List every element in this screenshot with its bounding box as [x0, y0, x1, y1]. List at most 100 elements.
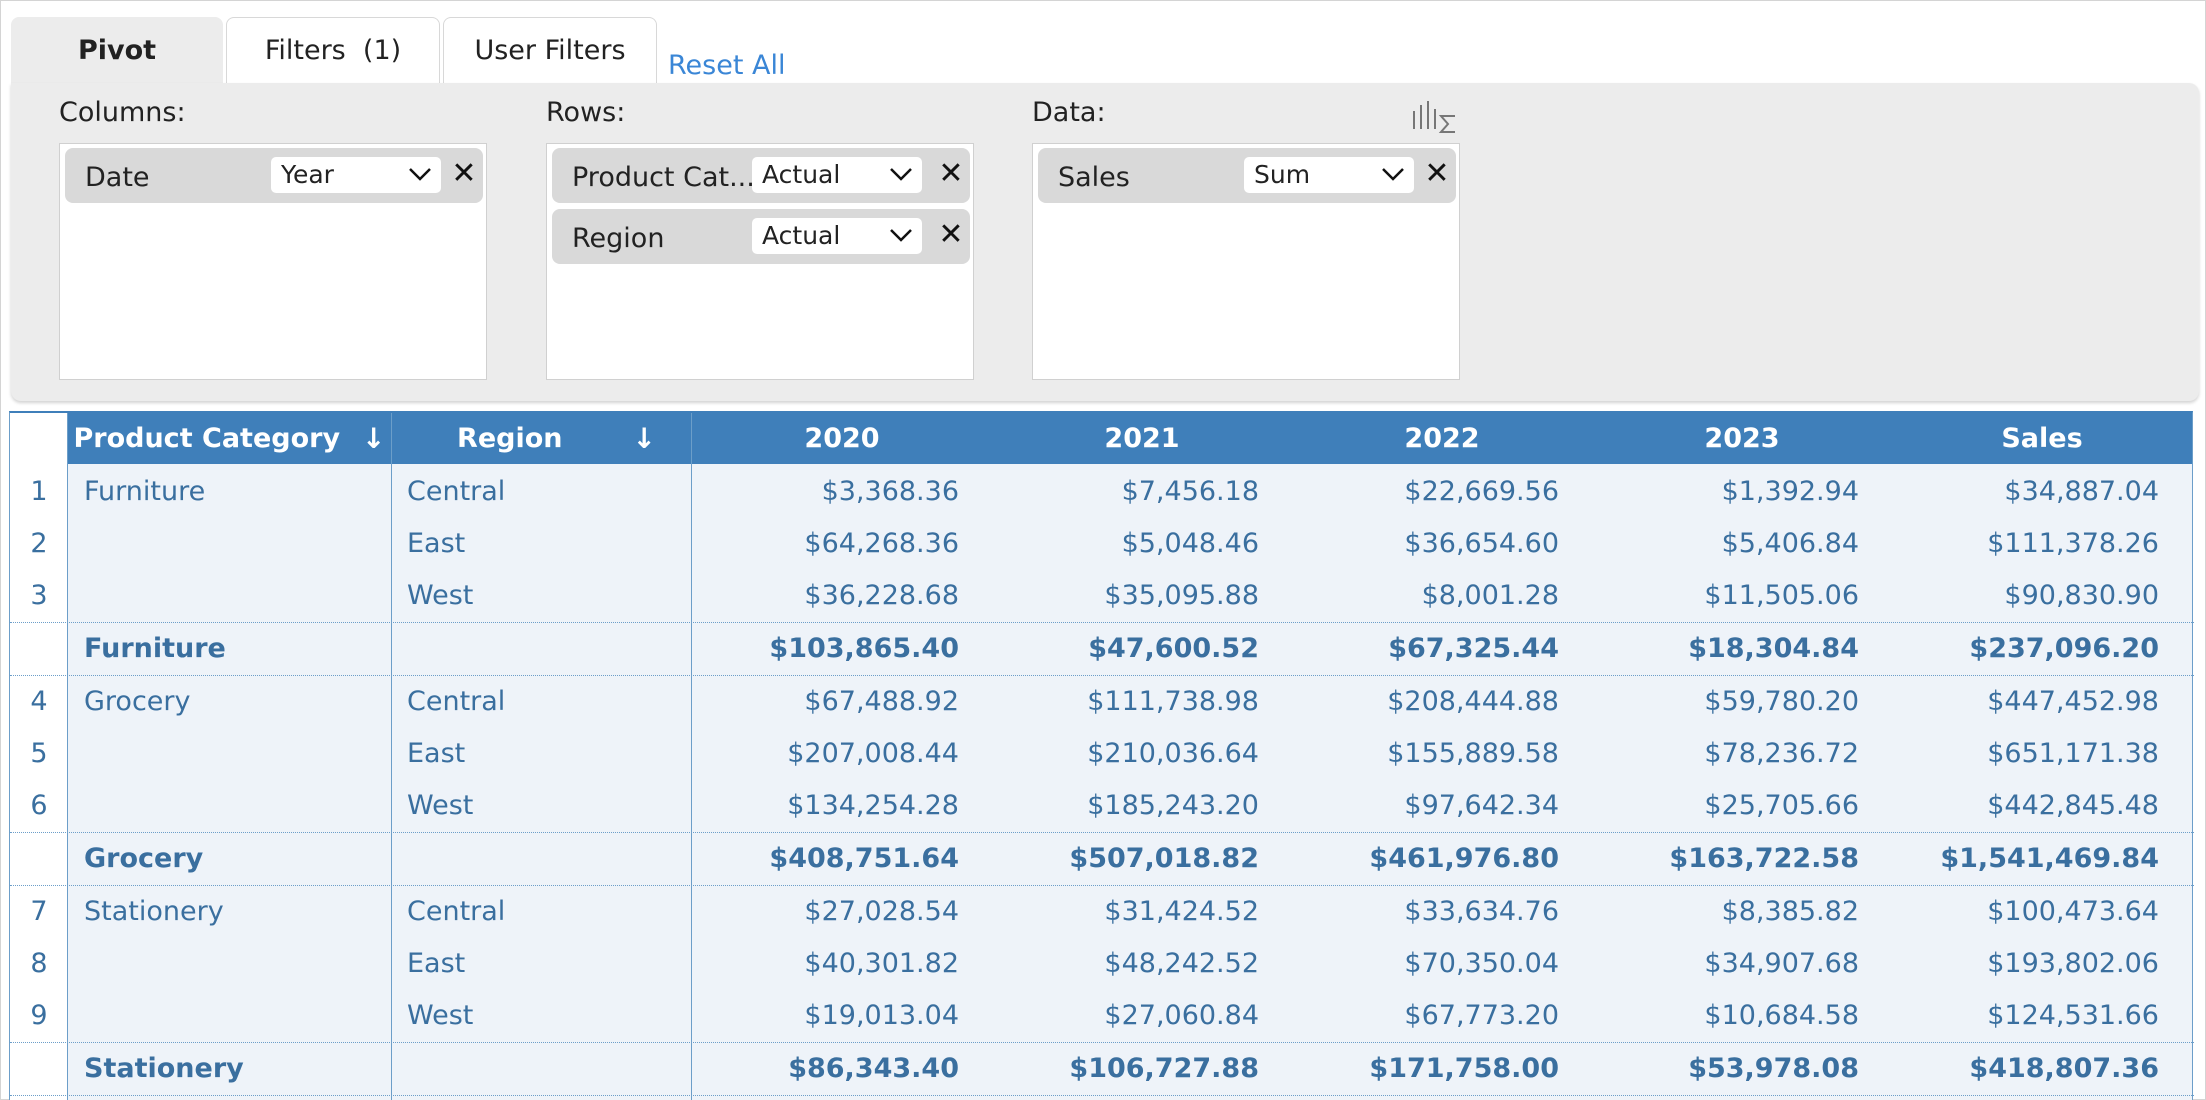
- table-row[interactable]: 6 West $134,254.28 $185,243.20 $97,642.34 $25…: [10, 780, 2194, 832]
- table-row[interactable]: 2 East $64,268.36 $5,048.46 $36,654.60 $5,406…: [10, 518, 2194, 570]
- cell-2022: $8,001.28: [1421, 580, 1559, 611]
- cell-region: East: [407, 738, 466, 769]
- chip-option-select[interactable]: Actual: [752, 157, 922, 193]
- cell-2021: $185,243.20: [1087, 790, 1259, 821]
- chip-option-value: Year: [281, 160, 334, 189]
- cell-2022: $461,976.80: [1369, 843, 1559, 874]
- pivot-table: Product Category ↓ Region ↓ 2020 2021 20…: [9, 411, 2194, 1100]
- row-chip-product-category[interactable]: Product Cat... Actual ✕: [552, 148, 970, 203]
- cell-2021: $7,456.18: [1121, 476, 1259, 507]
- cell-2023: $34,907.68: [1704, 948, 1859, 979]
- cell-region: West: [407, 580, 474, 611]
- cell-sales: $193,802.06: [1987, 948, 2159, 979]
- columns-label: Columns:: [59, 97, 186, 128]
- sort-arrow-icon[interactable]: ↓: [362, 422, 386, 455]
- tab-filters[interactable]: Filters (1): [226, 17, 440, 83]
- tab-bar: Pivot Filters (1) User Filters Reset All: [11, 17, 785, 83]
- cell-2023: $11,505.06: [1704, 580, 1859, 611]
- rows-label: Rows:: [546, 97, 626, 128]
- chip-option-select[interactable]: Sum: [1244, 157, 1414, 193]
- remove-chip-icon[interactable]: ✕: [451, 156, 477, 191]
- cell-2020: $103,865.40: [769, 633, 959, 664]
- cell-2021: $31,424.52: [1104, 896, 1259, 927]
- chip-option-value: Actual: [762, 160, 841, 189]
- cell-2020: $64,268.36: [804, 528, 959, 559]
- table-row[interactable]: 8 East $40,301.82 $48,242.52 $70,350.04 $34,9…: [10, 938, 2194, 990]
- chip-option-select[interactable]: Actual: [752, 218, 922, 254]
- header-product-category[interactable]: Product Category ↓: [68, 413, 391, 464]
- cell-product-category: Furniture: [84, 633, 226, 664]
- remove-chip-icon[interactable]: ✕: [1424, 156, 1450, 191]
- header-region[interactable]: Region ↓: [392, 413, 691, 464]
- chip-option-value: Sum: [1254, 160, 1311, 189]
- cell-sales: $100,473.64: [1987, 896, 2159, 927]
- header-label: 2021: [1104, 423, 1180, 454]
- cell-product-category: Grocery: [84, 843, 204, 874]
- row-number: 3: [30, 580, 48, 611]
- column-divider: [691, 413, 692, 1100]
- remove-chip-icon[interactable]: ✕: [938, 217, 964, 252]
- data-chip-sales[interactable]: Sales Sum ✕: [1038, 148, 1456, 203]
- reset-all-link[interactable]: Reset All: [668, 49, 786, 81]
- sort-arrow-icon[interactable]: ↓: [632, 422, 656, 455]
- cell-2020: $86,343.40: [788, 1053, 959, 1084]
- header-label: 2020: [804, 423, 880, 454]
- tab-pivot[interactable]: Pivot: [11, 17, 223, 83]
- cell-2022: $67,325.44: [1388, 633, 1559, 664]
- cell-2020: $3,368.36: [821, 476, 959, 507]
- header-2023[interactable]: 2023: [1592, 413, 1892, 464]
- header-2022[interactable]: 2022: [1292, 413, 1592, 464]
- cell-2020: $36,228.68: [804, 580, 959, 611]
- row-chip-region[interactable]: Region Actual ✕: [552, 209, 970, 264]
- table-row[interactable]: 5 East $207,008.44 $210,036.64 $155,889.58 $7…: [10, 728, 2194, 780]
- tab-user-filters[interactable]: User Filters: [443, 17, 657, 83]
- subtotal-row[interactable]: Grocery $408,751.64 $507,018.82 $461,976.80…: [10, 832, 2194, 886]
- cell-sales: $418,807.36: [1969, 1053, 2159, 1084]
- table-row[interactable]: 3 West $36,228.68 $35,095.88 $8,001.28 $11,50…: [10, 570, 2194, 622]
- cell-2022: $33,634.76: [1404, 896, 1559, 927]
- cell-2022: $97,642.34: [1404, 790, 1559, 821]
- cell-sales: $90,830.90: [2004, 580, 2159, 611]
- chip-field-name: Region: [572, 223, 665, 254]
- remove-chip-icon[interactable]: ✕: [938, 156, 964, 191]
- data-drop-zone[interactable]: Sales Sum ✕: [1032, 143, 1460, 380]
- cell-2021: $507,018.82: [1069, 843, 1259, 874]
- table-row[interactable]: 1 Furniture Central $3,368.36 $7,456.18 $22,6…: [10, 466, 2194, 518]
- cell-2021: $48,242.52: [1104, 948, 1259, 979]
- cell-2023: $53,978.08: [1688, 1053, 1859, 1084]
- cell-2023: $10,684.58: [1704, 1000, 1859, 1031]
- chevron-down-icon: [1382, 168, 1404, 181]
- column-chip-date[interactable]: Date Year ✕: [65, 148, 483, 203]
- cell-region: West: [407, 790, 474, 821]
- header-2020[interactable]: 2020: [692, 413, 992, 464]
- cell-2023: $1,392.94: [1721, 476, 1859, 507]
- cell-2023: $59,780.20: [1704, 686, 1859, 717]
- cell-2023: $18,304.84: [1688, 633, 1859, 664]
- rows-drop-zone[interactable]: Product Cat... Actual ✕ Region Actual ✕: [546, 143, 974, 380]
- row-number: 6: [30, 790, 48, 821]
- subtotal-row[interactable]: Furniture $103,865.40 $47,600.52 $67,325.44…: [10, 622, 2194, 676]
- cell-2021: $210,036.64: [1087, 738, 1259, 769]
- header-label: Product Category: [73, 423, 341, 454]
- cell-2023: $8,385.82: [1721, 896, 1859, 927]
- cell-2021: $47,600.52: [1088, 633, 1259, 664]
- cell-2022: $36,654.60: [1404, 528, 1559, 559]
- columns-drop-zone[interactable]: Date Year ✕: [59, 143, 487, 380]
- subtotal-row[interactable]: Stationery $86,343.40 $106,727.88 $171,758.…: [10, 1042, 2194, 1096]
- cell-sales: $237,096.20: [1969, 633, 2159, 664]
- cell-sales: $124,531.66: [1987, 1000, 2159, 1031]
- row-number: 7: [30, 896, 48, 927]
- cell-2021: $27,060.84: [1104, 1000, 1259, 1031]
- header-sales[interactable]: Sales: [1892, 413, 2192, 464]
- cell-2020: $40,301.82: [804, 948, 959, 979]
- cell-2022: $171,758.00: [1369, 1053, 1559, 1084]
- table-row[interactable]: 9 West $19,013.04 $27,060.84 $67,773.20 $10,6…: [10, 990, 2194, 1042]
- header-2021[interactable]: 2021: [992, 413, 1292, 464]
- cell-2020: $19,013.04: [804, 1000, 959, 1031]
- aggregate-sigma-icon[interactable]: [1411, 99, 1459, 135]
- chip-option-select[interactable]: Year: [271, 157, 441, 193]
- cell-product-category: Grocery: [84, 686, 191, 717]
- table-row[interactable]: 7 Stationery Central $27,028.54 $31,424.52 $3…: [10, 886, 2194, 938]
- chip-field-name: Sales: [1058, 162, 1130, 193]
- table-row[interactable]: 4 Grocery Central $67,488.92 $111,738.98 $208…: [10, 676, 2194, 728]
